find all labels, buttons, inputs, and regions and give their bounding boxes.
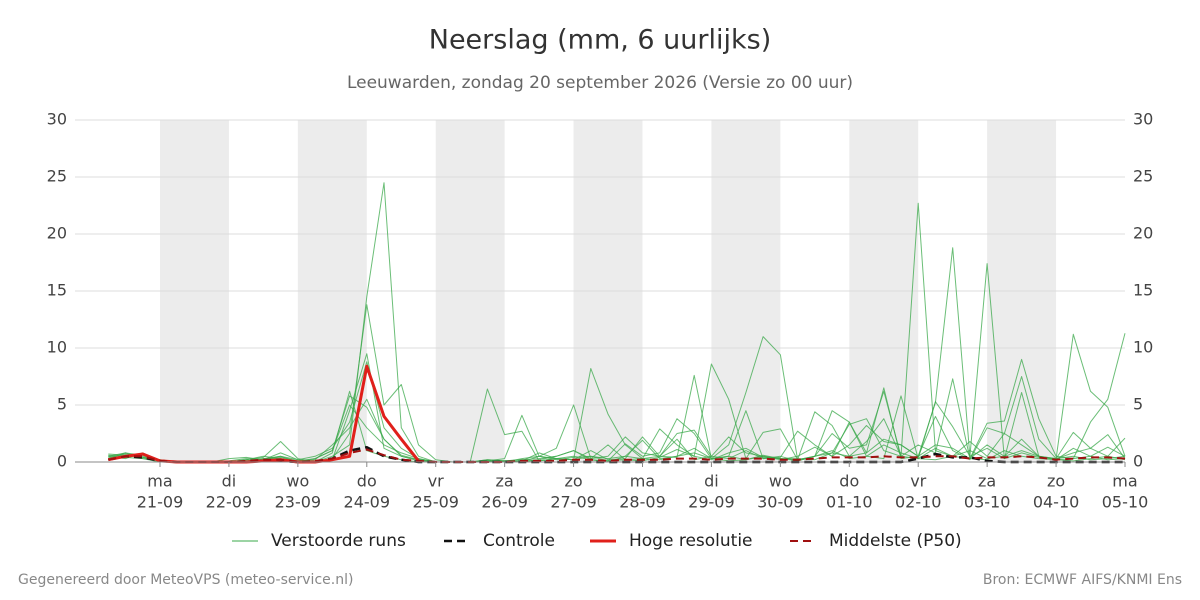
legend-label: Middelste (P50) [829,531,962,551]
ensemble-line [108,376,1126,463]
ensemble-line [108,361,1126,463]
y-tick-label: 5 [57,395,67,414]
x-tick-label: 23-09 [275,493,322,512]
x-tick-weekday: di [222,472,237,491]
y-tick-label-right: 10 [1133,338,1153,357]
x-tick-label: 03-10 [964,493,1011,512]
x-tick-label: 22-09 [206,493,253,512]
y-tick-label: 10 [47,338,67,357]
footer-left: Gegenereerd door MeteoVPS (meteo-service… [18,572,353,588]
x-tick-weekday: zo [1047,472,1065,491]
x-tick-label: 04-10 [1033,493,1080,512]
x-tick-weekday: zo [564,472,582,491]
x-tick-weekday: ma [147,472,172,491]
x-tick-label: 25-09 [412,493,459,512]
footer-right: Bron: ECMWF AIFS/KNMI Ens [983,572,1182,588]
x-tick-weekday: za [978,472,996,491]
y-tick-label-right: 0 [1133,452,1143,471]
y-tick-label: 25 [47,167,67,186]
x-tick-weekday: wo [286,472,309,491]
y-tick-label-right: 5 [1133,395,1143,414]
axes: 0 0 5 5 10 10 15 15 20 20 25 25 30 30 ma 21-09 di 22-09 wo… [47,110,1154,512]
x-tick-label: 29-09 [688,493,735,512]
y-tick-label-right: 15 [1133,281,1153,300]
chart-subtitle: Leeuwarden, zondag 20 september 2026 (Ve… [347,73,853,93]
x-tick-label: 27-09 [550,493,597,512]
x-tick-label: 21-09 [137,493,184,512]
x-tick-weekday: do [357,472,377,491]
x-tick-weekday: za [496,472,514,491]
x-tick-weekday: vr [910,472,926,491]
legend-label: Verstoorde runs [271,531,406,551]
x-tick-weekday: di [704,472,719,491]
legend-label: Hoge resolutie [629,531,753,551]
x-tick-weekday: ma [1112,472,1137,491]
x-tick-label: 01-10 [826,493,873,512]
series-line [108,448,1126,463]
legend-label: Controle [483,531,555,551]
y-tick-label-right: 30 [1133,110,1153,129]
x-tick-label: 30-09 [757,493,804,512]
y-tick-label: 20 [47,224,67,243]
y-tick-label: 0 [57,452,67,471]
x-tick-weekday: vr [428,472,444,491]
x-tick-label: 24-09 [344,493,391,512]
x-tick-label: 26-09 [481,493,528,512]
x-tick-label: 28-09 [619,493,666,512]
y-tick-label: 15 [47,281,67,300]
x-tick-weekday: do [839,472,859,491]
x-tick-weekday: wo [769,472,792,491]
x-tick-label: 05-10 [1102,493,1149,512]
y-tick-label-right: 20 [1133,224,1153,243]
x-tick-weekday: ma [630,472,655,491]
x-tick-label: 02-10 [895,493,942,512]
chart-title: Neerslag (mm, 6 uurlijks) [429,25,771,56]
y-tick-label-right: 25 [1133,167,1153,186]
ensemble-line [108,395,1126,463]
y-tick-label: 30 [47,110,67,129]
